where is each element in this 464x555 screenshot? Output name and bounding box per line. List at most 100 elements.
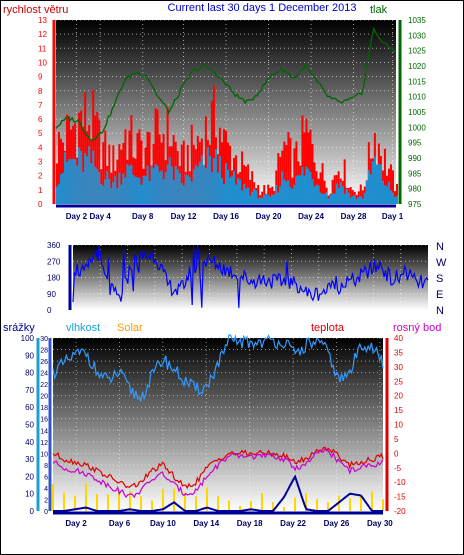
wind-average-bar <box>130 164 133 204</box>
temperature-tick: 5 <box>394 435 399 444</box>
wind-average-bar <box>359 196 362 204</box>
climate-x-tick: Day 30 <box>367 519 393 528</box>
wind-average-bar <box>243 184 246 204</box>
wind-average-bar <box>134 176 137 204</box>
wind-gust-bar <box>277 153 280 204</box>
wind-left-tick: 6 <box>38 115 43 124</box>
wind-left-tick: 10 <box>38 58 47 67</box>
wind-average-bar <box>319 192 322 204</box>
wind-average-bar <box>58 183 61 204</box>
wind-gust-bar <box>116 159 119 204</box>
solar-bar <box>294 497 296 511</box>
wind-gust-bar <box>361 190 364 204</box>
wind-left-label: rychlost větru <box>3 4 68 16</box>
solar-bar <box>239 505 241 511</box>
solar-bar <box>129 490 131 511</box>
wind-average-bar <box>62 172 65 204</box>
wind-average-bar <box>385 185 388 204</box>
pressure-tick: 975 <box>408 200 422 209</box>
wind-average-bar <box>363 192 366 204</box>
wind-gust-bar <box>283 141 286 204</box>
wind-gust-bar <box>82 126 85 204</box>
temperature-tick: 30 <box>394 363 403 372</box>
wind-average-bar <box>285 181 288 204</box>
wind-gust-bar <box>148 132 151 204</box>
wind-average-bar <box>144 175 147 204</box>
wind-gust-bar <box>279 156 282 204</box>
wind-average-bar <box>255 190 258 204</box>
solar-bar <box>217 495 219 511</box>
wind-average-bar <box>56 186 58 204</box>
wind-gust-bar <box>263 184 266 204</box>
wind-average-bar <box>321 193 324 204</box>
pressure-tick: 1000 <box>408 123 426 132</box>
humidity-tick: 12 <box>40 440 48 447</box>
wind-average-bar <box>245 188 248 204</box>
wind-average-bar <box>168 157 171 204</box>
wind-gust-bar <box>186 144 189 204</box>
wind-gust-bar <box>349 187 352 204</box>
wind-axes: 0123456789101112139759809859909951000100… <box>38 16 426 221</box>
wind-average-bar <box>92 150 95 204</box>
wind-average-bar <box>277 192 280 204</box>
compass-label: S <box>436 273 443 285</box>
wind-left-tick: 12 <box>38 30 47 39</box>
wind-average-bar <box>110 187 113 204</box>
wind-average-bar <box>303 175 306 204</box>
solar-bar <box>162 488 164 511</box>
wind-average-bar <box>339 182 342 204</box>
wind-average-bar <box>88 146 91 204</box>
rain-label: srážky <box>3 322 35 334</box>
rain-tick: 100 <box>21 334 35 343</box>
wind-gust-bar <box>295 141 298 204</box>
rain-tick: 40 <box>25 438 34 447</box>
wind-gust-bar <box>104 130 107 204</box>
wind-average-bar <box>305 166 308 204</box>
temperature-label: teplota <box>311 322 345 334</box>
wind-average-bar <box>84 153 87 204</box>
wind-average-bar <box>198 162 201 204</box>
wind-average-bar <box>116 188 119 204</box>
pressure-tick: 1010 <box>408 93 426 102</box>
humidity-tick: 18 <box>40 405 48 412</box>
wind-gust-bar <box>92 89 95 204</box>
humidity-tick: 16 <box>40 417 48 424</box>
solar-label: Solar <box>117 322 143 334</box>
wind-average-bar <box>259 197 262 204</box>
solar-bar <box>195 496 197 511</box>
wind-gust-bar <box>112 145 115 204</box>
wind-gust-bar <box>337 171 340 204</box>
pressure-line <box>55 26 397 141</box>
wind-gust-bar <box>251 171 254 204</box>
wind-average-bar <box>227 169 230 204</box>
wind-average-bar <box>275 184 278 204</box>
wind-gust-bar <box>229 145 232 204</box>
solar-bar <box>250 501 252 511</box>
wind-gust-bar <box>84 92 87 204</box>
temperature-tick: 10 <box>394 421 403 430</box>
wind-average-bar <box>120 184 123 204</box>
solar-bar <box>228 500 230 511</box>
wind-gust-bar <box>285 144 288 204</box>
wind-right-label: tlak <box>370 4 388 16</box>
solar-bar <box>305 493 307 511</box>
humidity-tick: 20 <box>40 394 48 401</box>
wind-average-bar <box>192 169 195 204</box>
wind-average-bar <box>343 194 346 204</box>
wind-average-bar <box>132 174 135 204</box>
wind-average-bar <box>138 177 141 204</box>
wind-average-bar <box>184 174 187 204</box>
pressure-tick: 1005 <box>408 108 426 117</box>
wind-gust-bar <box>220 142 223 204</box>
wind-gust-bar <box>249 179 252 204</box>
rain-tick: 70 <box>25 386 34 395</box>
temperature-tick: 15 <box>394 406 403 415</box>
wind-average-bar <box>353 195 356 204</box>
rain-tick: 30 <box>25 455 34 464</box>
wind-gust-bar <box>180 144 183 204</box>
wind-gust-bar <box>154 108 157 204</box>
wind-gust-bar <box>293 148 296 204</box>
wind-gust-bar <box>241 151 244 204</box>
wind-left-tick: 8 <box>38 87 43 96</box>
